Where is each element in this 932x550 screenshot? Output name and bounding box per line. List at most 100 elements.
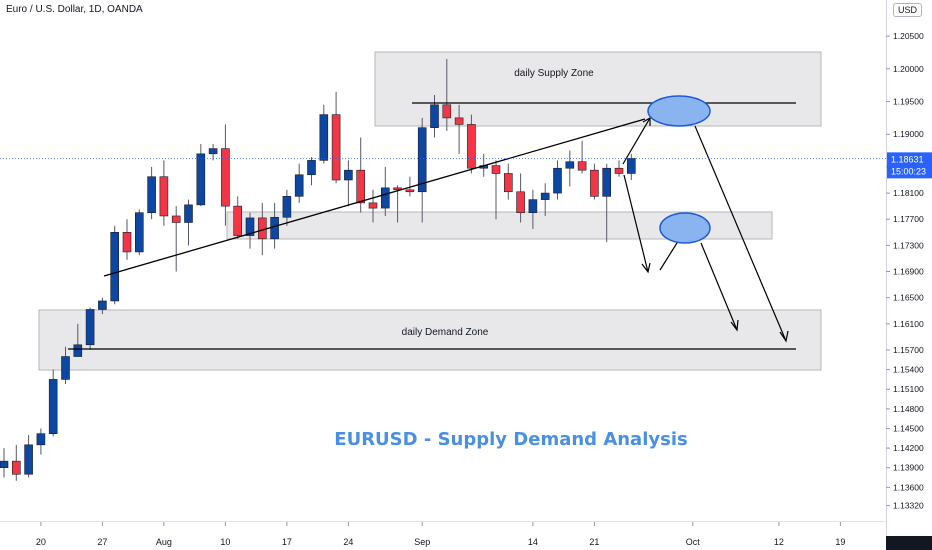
price-tick-label: 1.16500	[893, 293, 924, 303]
candle-body	[122, 232, 132, 253]
supply-zone	[374, 51, 822, 127]
candle-body	[208, 148, 218, 155]
candle-body	[590, 169, 599, 197]
chart-title: Euro / U.S. Dollar, 1D, OANDA	[6, 4, 143, 15]
price-tick-label: 1.19000	[893, 129, 924, 139]
currency-selector[interactable]: USD	[892, 3, 922, 17]
price-tick-label: 1.13900	[893, 463, 924, 473]
price-tick-label: 1.17300	[893, 240, 924, 250]
time-axis: 20 27 Aug 10 17 24 Sep 14 21 Oct 12 19	[36, 522, 845, 547]
candle-body	[565, 161, 575, 169]
candle-body	[12, 460, 21, 475]
price-tick-label: 1.20000	[893, 64, 924, 74]
time-tick-label: Aug	[156, 537, 172, 547]
candles	[0, 59, 636, 481]
candle-body	[516, 191, 525, 213]
headline-text: EURUSD - Supply Demand Analysis	[334, 429, 687, 450]
candle-body	[147, 176, 156, 213]
candle-body	[393, 187, 402, 191]
candle-body	[257, 217, 267, 240]
demand-zone-label: daily Demand Zone	[402, 327, 489, 338]
candle-body	[344, 169, 353, 181]
candle-body	[221, 148, 230, 207]
projection-arrows	[622, 116, 789, 343]
candle-body	[405, 189, 415, 193]
price-tick-label: 1.14800	[893, 404, 924, 414]
candle-body	[245, 217, 255, 236]
price-tick-label: 1.18100	[893, 188, 924, 198]
candle-body	[368, 202, 378, 209]
time-tick-label: 21	[589, 537, 599, 547]
candle-body	[48, 379, 58, 434]
time-tick-label: 17	[282, 537, 292, 547]
price-tag-value: 1.18631	[891, 154, 924, 164]
candle-body	[233, 205, 242, 236]
candle-body	[110, 232, 119, 302]
candle-body	[503, 173, 513, 193]
candle-body	[307, 160, 316, 176]
candle-body	[528, 199, 538, 213]
price-tick-label: 1.14200	[893, 443, 924, 453]
candle-body	[270, 216, 279, 240]
candle-body	[417, 127, 427, 193]
candle-body	[98, 300, 107, 310]
candle-body	[282, 196, 292, 218]
candle-body	[24, 444, 33, 475]
candle-body	[319, 114, 329, 161]
price-tick-label: 1.17700	[893, 214, 924, 224]
retest-target-circle	[659, 212, 711, 244]
candle-body	[602, 167, 612, 197]
price-tick-label: 1.16100	[893, 319, 924, 329]
time-tick-label: 24	[343, 537, 353, 547]
candle-body	[171, 215, 181, 223]
price-tick-label: 1.16900	[893, 267, 924, 277]
candle-body	[430, 104, 439, 128]
price-tick-label: 1.15700	[893, 345, 924, 355]
time-tick-label: Sep	[414, 537, 430, 547]
candle-body	[135, 212, 144, 253]
candle-body	[626, 158, 636, 174]
candle-body	[73, 344, 83, 357]
candle-body	[614, 167, 624, 174]
price-tick-label: 1.14500	[893, 423, 924, 433]
candle-body	[36, 433, 46, 446]
candle-body	[380, 187, 390, 209]
candle-body	[442, 104, 452, 119]
price-tick-label: 1.20500	[893, 31, 924, 41]
candle-body	[331, 114, 341, 181]
candle-body	[85, 309, 95, 346]
trendline	[103, 118, 646, 277]
candle-body	[61, 356, 70, 380]
time-tick-label: 19	[835, 537, 845, 547]
candle-body	[356, 169, 366, 204]
price-tick-label: 1.13320	[893, 501, 924, 511]
time-tick-label: 20	[36, 537, 46, 547]
time-tick-label: 14	[528, 537, 538, 547]
candle-body	[553, 167, 562, 194]
candle-body	[540, 192, 550, 200]
price-tag: 1.18631 15:00:23	[887, 152, 932, 179]
candle-body	[184, 204, 193, 223]
candle-body	[467, 124, 476, 169]
price-axis: 1.205001.200001.195001.190001.185001.181…	[886, 31, 924, 511]
supply-zone-label: daily Supply Zone	[514, 68, 594, 79]
price-tick-label: 1.19500	[893, 97, 924, 107]
candle-body	[196, 153, 206, 206]
time-tick-label: 10	[220, 537, 230, 547]
candle-body	[294, 174, 304, 197]
price-tick-label: 1.13600	[893, 482, 924, 492]
demand-zone	[38, 309, 822, 371]
supply-target-circle	[647, 95, 711, 127]
candle-body	[577, 161, 587, 171]
candle-body	[0, 460, 9, 468]
candle-body	[159, 176, 169, 217]
time-tick-label: 27	[97, 537, 107, 547]
price-tick-label: 1.15100	[893, 384, 924, 394]
corner-badge	[886, 536, 932, 550]
time-tick-label: Oct	[686, 537, 701, 547]
price-tag-countdown: 15:00:23	[891, 166, 926, 176]
candle-body	[491, 165, 501, 174]
time-tick-label: 12	[774, 537, 784, 547]
candle-body	[454, 117, 464, 125]
